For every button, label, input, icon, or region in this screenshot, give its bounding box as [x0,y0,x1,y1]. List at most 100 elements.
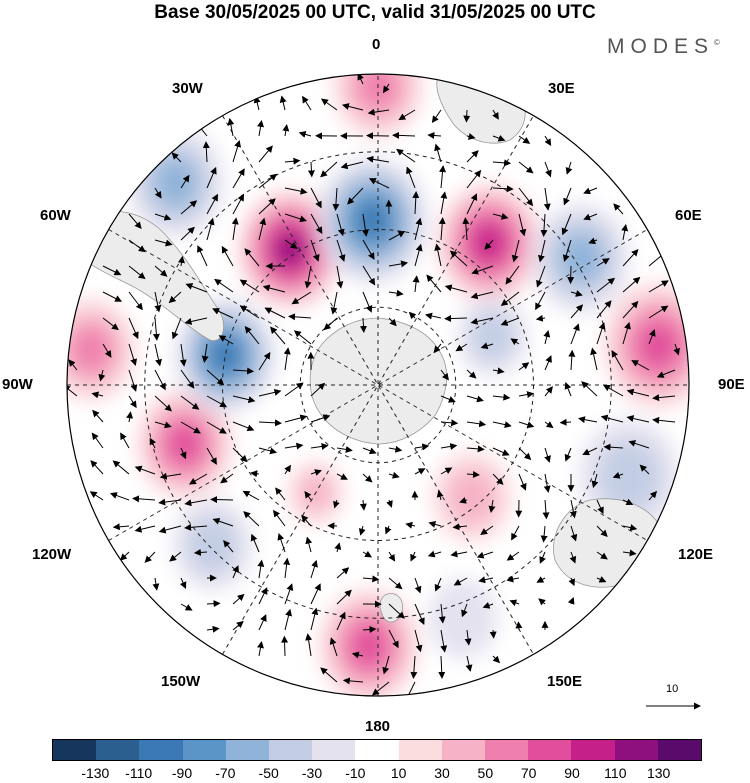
anomaly-contour [598,441,661,512]
wind-arrow [438,655,446,679]
wind-arrow [214,278,234,293]
wind-arrow [366,155,390,163]
wind-arrow [284,608,292,631]
wind-arrow [310,414,331,423]
wind-arrow [428,521,442,528]
wind-arrow [544,386,553,397]
wind-arrow [540,525,548,543]
wind-arrow [412,191,420,215]
wind-arrow [184,523,208,531]
colorbar-swatch [614,740,658,760]
colorbar [52,739,702,761]
wind-arrow [414,468,426,475]
wind-arrow [590,347,598,371]
wind-arrow [128,291,143,311]
wind-arrow [272,509,286,527]
wind-arrow [535,291,546,311]
wind-arrow [284,213,307,223]
wind-arrow [334,542,342,553]
wind-arrow [564,447,572,462]
wind-arrow [169,551,182,562]
wind-arrow [515,621,523,631]
colorbar-swatch [225,740,270,760]
polar-map [66,73,701,710]
wind-arrow [414,243,423,267]
wind-arrow [568,349,576,371]
wind-arrow [453,577,468,586]
wind-arrow [359,499,367,511]
wind-arrow [179,447,187,460]
anomaly-contour [167,424,202,464]
wind-arrow [154,239,173,247]
wind-arrow [470,317,494,325]
wind-arrow [466,395,484,403]
wind-arrow [307,161,315,178]
wind-arrow [232,421,255,432]
wind-arrow [149,437,157,449]
wind-arrow [455,343,468,352]
wind-arrow [622,498,634,506]
wind-arrow [258,145,273,163]
wind-arrow [91,432,104,449]
wind-arrow [336,611,346,631]
wind-arrow [102,343,112,358]
wind-arrow [206,217,215,241]
wind-arrow [596,258,610,267]
wind-arrow [510,338,520,346]
wind-arrow [459,497,468,504]
wind-arrow [180,369,195,389]
wind-arrow [492,109,499,120]
wind-arrow [232,447,248,463]
wind-arrow [613,203,624,215]
wind-arrow [436,489,444,501]
colorbar-swatch [441,740,486,760]
wind-arrow [444,284,468,293]
wind-arrow [583,213,598,221]
wind-arrow [275,487,286,501]
wind-arrow [212,308,234,319]
wind-arrow [538,598,546,606]
wind-arrow [102,265,122,276]
wind-arrow [90,460,104,475]
wind-arrow [562,239,572,262]
anomaly-contour [277,234,303,264]
wind-arrow [392,131,416,139]
wind-arrow [622,276,641,293]
colorbar-swatch [312,740,356,760]
wind-arrow [484,239,494,250]
colorbar-swatch [528,740,572,760]
wind-arrow [563,187,572,206]
colorbar-tick-label: 90 [564,765,580,781]
wind-arrow [184,317,208,325]
wind-arrow [206,421,227,434]
wind-arrow [128,369,138,392]
wind-arrow [277,532,286,553]
wind-arrow [232,593,245,605]
wind-arrow [570,304,584,319]
wind-arrow [465,655,473,672]
lon-label-60w: 60W [40,207,71,224]
wind-arrow [567,596,575,605]
wind-arrow [565,161,573,175]
wind-arrow [128,317,139,340]
anomaly-contour [211,338,240,372]
wind-arrow [310,559,318,579]
colorbar-swatch [139,740,183,760]
wind-arrow [652,416,676,424]
colorbar-swatch [657,740,702,760]
wind-arrow [542,499,550,520]
wind-arrow [588,237,598,245]
wind-arrow [536,265,546,288]
wind-arrow [102,291,123,302]
wind-arrow [178,255,185,267]
colorbar-tick-label: -90 [171,765,193,781]
wind-arrow [144,551,156,563]
wind-arrow [596,322,606,345]
wind-arrow [362,239,375,260]
wind-arrow [535,314,546,322]
wind-arrow [347,187,364,205]
wind-arrow [206,395,228,408]
wind-arrow [568,577,575,587]
colorbar-swatch [269,740,313,760]
anomaly-contour [559,233,603,283]
